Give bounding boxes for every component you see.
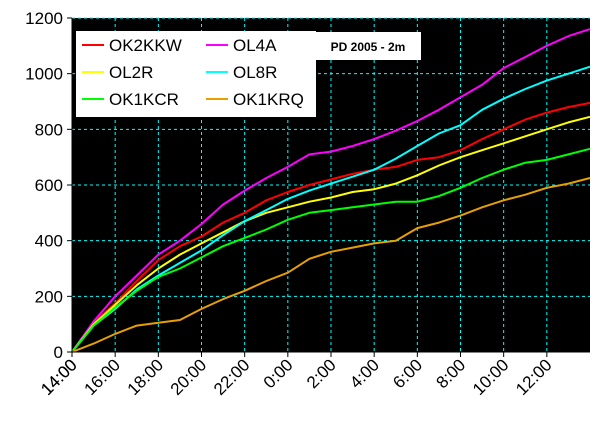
- y-tick-label: 400: [35, 232, 63, 251]
- legend-label-ol2r: OL2R: [109, 63, 153, 82]
- y-tick-label: 0: [54, 343, 63, 362]
- legend-label-ok2kkw: OK2KKW: [109, 36, 182, 55]
- legend-label-ok1krq: OK1KRQ: [233, 90, 304, 109]
- y-tick-label: 600: [35, 176, 63, 195]
- series-line-ok1krq: [71, 177, 591, 353]
- legend-label-ol4a: OL4A: [233, 36, 277, 55]
- y-tick-label: 1000: [25, 65, 63, 84]
- series-line-ol2r: [71, 115, 591, 353]
- series-line-ok2kkw: [71, 101, 591, 353]
- series-line-ol8r: [71, 65, 591, 353]
- y-tick-label: 800: [35, 120, 63, 139]
- legend-label-ol8r: OL8R: [233, 63, 277, 82]
- series-line-ol4a: [71, 28, 591, 353]
- chart-title: PD 2005 - 2m: [331, 40, 406, 54]
- legend-label-ok1kcr: OK1KCR: [109, 90, 179, 109]
- chart-title-box: [316, 32, 421, 60]
- series-line-ok1kcr: [71, 147, 591, 353]
- y-tick-label: 200: [35, 287, 63, 306]
- legend-box: [76, 31, 316, 117]
- y-tick-label: 1200: [25, 9, 63, 28]
